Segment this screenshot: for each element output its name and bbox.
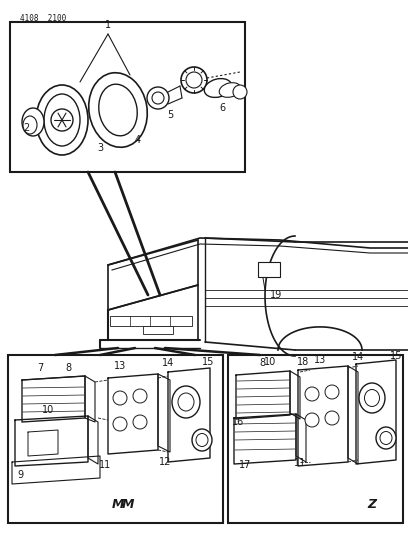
Text: 16: 16 xyxy=(232,417,244,427)
Ellipse shape xyxy=(359,383,385,413)
Ellipse shape xyxy=(364,390,379,407)
Text: 4108  2100: 4108 2100 xyxy=(20,14,66,23)
Text: M: M xyxy=(122,498,134,512)
Bar xyxy=(8,355,223,523)
Ellipse shape xyxy=(233,85,247,99)
Ellipse shape xyxy=(196,433,208,447)
Ellipse shape xyxy=(186,72,202,88)
Text: 14: 14 xyxy=(162,358,174,368)
Text: 6: 6 xyxy=(219,103,225,113)
Ellipse shape xyxy=(219,83,241,98)
Ellipse shape xyxy=(172,386,200,418)
Ellipse shape xyxy=(305,387,319,401)
Bar xyxy=(143,326,173,334)
Ellipse shape xyxy=(23,116,37,134)
Text: 18: 18 xyxy=(297,357,309,367)
Text: 11: 11 xyxy=(99,460,111,470)
Ellipse shape xyxy=(325,411,339,425)
Text: 10: 10 xyxy=(264,357,276,367)
Text: 12: 12 xyxy=(159,457,171,467)
Ellipse shape xyxy=(133,415,147,429)
Bar xyxy=(10,22,245,172)
Text: 15: 15 xyxy=(202,357,214,367)
Text: 17: 17 xyxy=(239,460,251,470)
Ellipse shape xyxy=(152,92,164,104)
Bar xyxy=(228,355,403,523)
Text: 11: 11 xyxy=(294,458,306,468)
Text: 9: 9 xyxy=(17,470,23,480)
Ellipse shape xyxy=(133,389,147,403)
Text: 1: 1 xyxy=(105,20,111,30)
Ellipse shape xyxy=(113,417,127,431)
Text: 5: 5 xyxy=(167,110,173,120)
Ellipse shape xyxy=(22,108,44,136)
Ellipse shape xyxy=(376,427,396,449)
Ellipse shape xyxy=(204,78,232,98)
Ellipse shape xyxy=(147,87,169,109)
Bar xyxy=(258,262,280,277)
Ellipse shape xyxy=(113,391,127,405)
Text: 4: 4 xyxy=(135,135,141,145)
Text: 13: 13 xyxy=(314,355,326,365)
Text: 7: 7 xyxy=(37,363,43,373)
Text: 8: 8 xyxy=(65,363,71,373)
Ellipse shape xyxy=(178,393,194,411)
Ellipse shape xyxy=(51,109,73,131)
Text: 13: 13 xyxy=(114,361,126,371)
Text: Z: Z xyxy=(368,498,377,512)
Ellipse shape xyxy=(325,385,339,399)
Text: 19: 19 xyxy=(270,290,282,300)
Ellipse shape xyxy=(181,67,207,93)
Ellipse shape xyxy=(99,84,137,136)
Text: 2: 2 xyxy=(24,123,30,133)
Text: M: M xyxy=(112,498,124,512)
Bar xyxy=(110,316,192,326)
Ellipse shape xyxy=(380,432,392,445)
Ellipse shape xyxy=(192,429,212,451)
Text: 14: 14 xyxy=(352,352,364,362)
Text: 8: 8 xyxy=(259,358,265,368)
Text: 15: 15 xyxy=(390,351,402,361)
Ellipse shape xyxy=(89,72,147,147)
Text: 3: 3 xyxy=(97,143,103,153)
Ellipse shape xyxy=(36,85,88,155)
Text: 10: 10 xyxy=(42,405,54,415)
Ellipse shape xyxy=(44,94,80,146)
Ellipse shape xyxy=(305,413,319,427)
